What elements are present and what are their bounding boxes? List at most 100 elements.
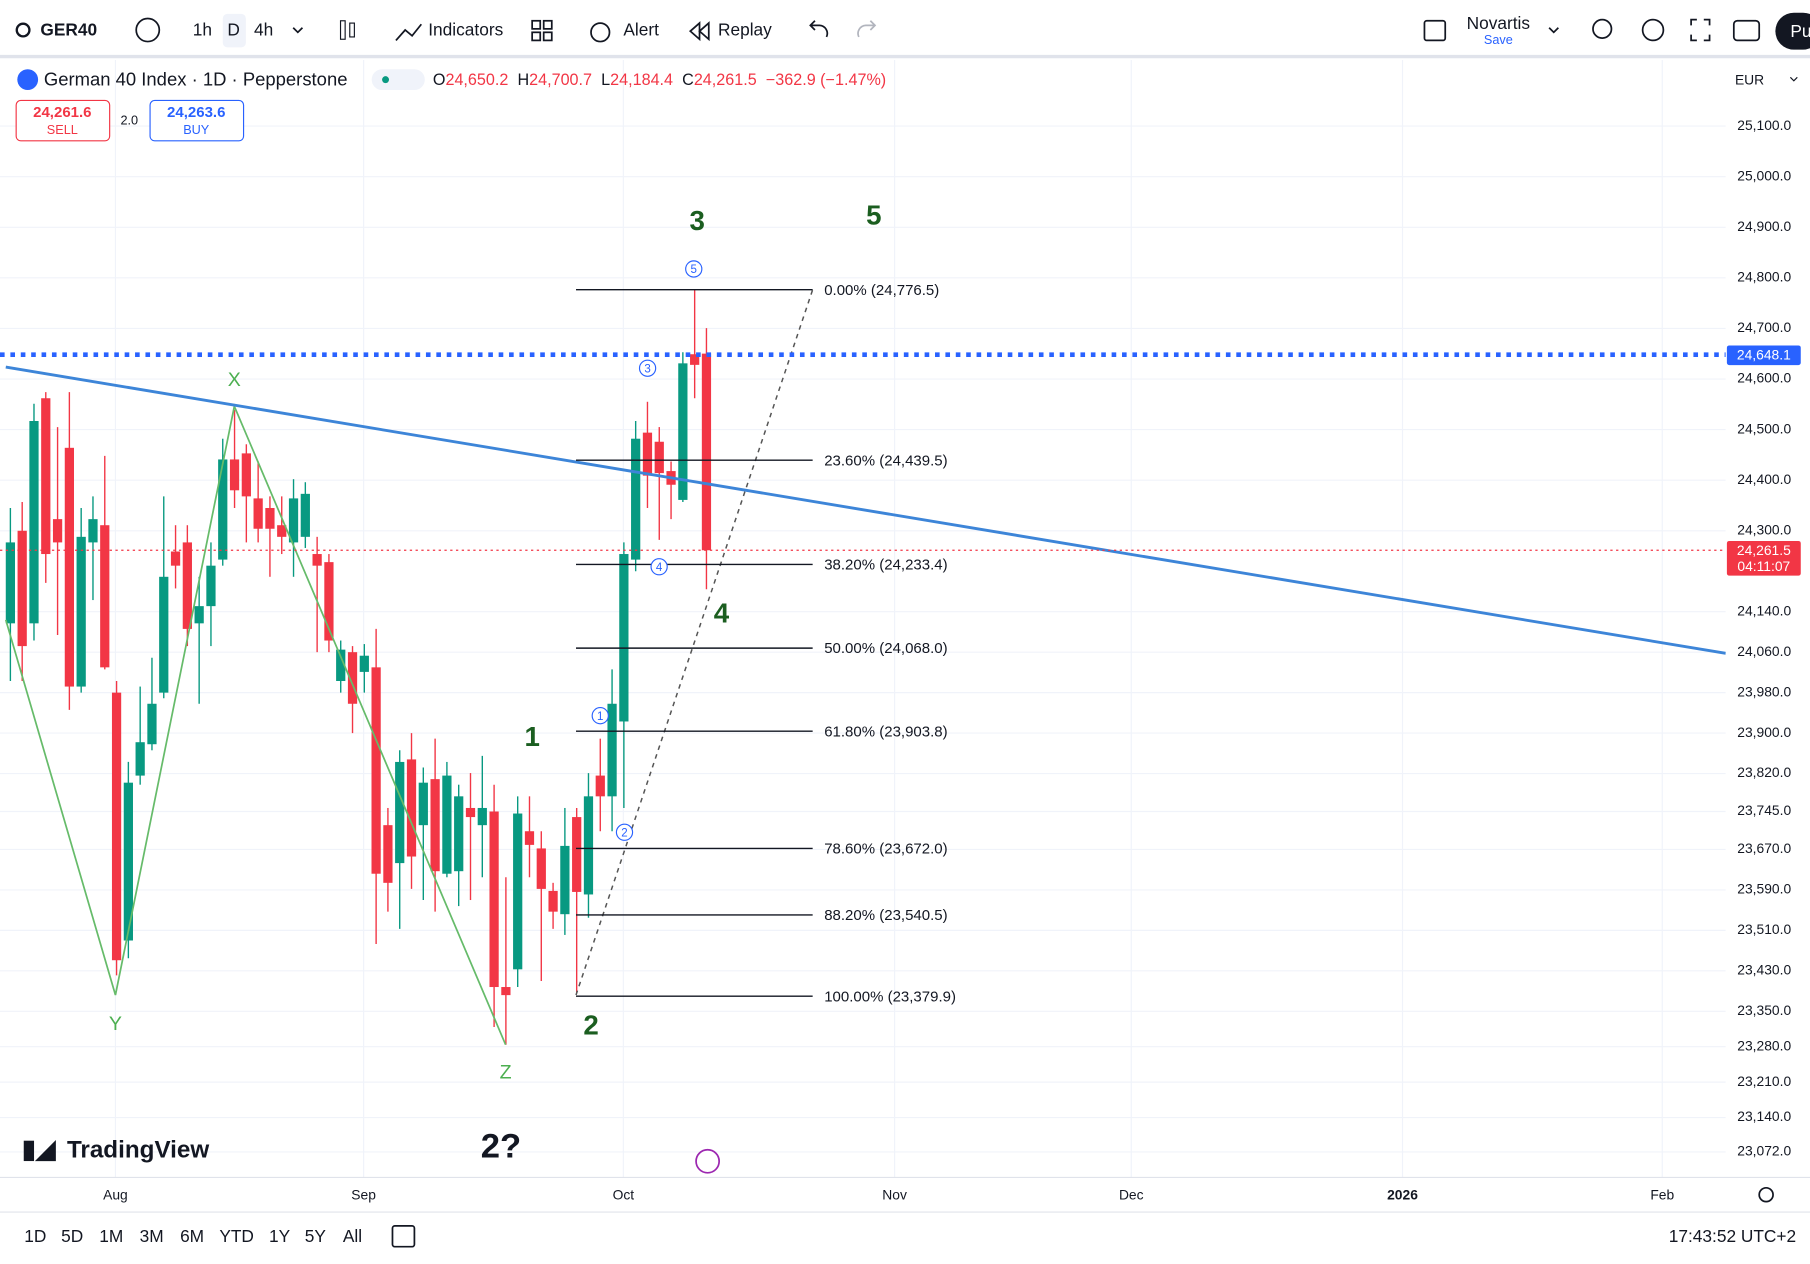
wave-label: 2 [583,1010,598,1041]
range-button[interactable]: 1Y [269,1226,291,1246]
range-button[interactable]: 1M [99,1226,123,1246]
interval[interactable]: 1h [193,20,212,40]
candle-body [619,554,629,722]
candle-body [359,655,369,672]
y-tick-label: 23,980.0 [1737,683,1791,699]
countdown: 04:11:07 [1737,558,1790,574]
x-tick-label: Sep [351,1187,376,1203]
y-tick-label: 23,510.0 [1737,921,1791,937]
candle-body [17,530,27,647]
candle-body [170,551,181,566]
ohlc-change: −362.9 (−1.47%) [766,71,886,89]
candle-body [678,363,688,500]
symbol[interactable]: GER40 [40,20,97,40]
publish-button[interactable] [1775,12,1810,50]
undo[interactable] [809,20,829,38]
fib-label: 78.60% (23,672.0) [824,841,947,858]
screenshot[interactable] [1732,19,1761,42]
y-tick-label: 23,280.0 [1737,1037,1791,1053]
candle-body [654,441,664,474]
axis-settings[interactable] [1758,1186,1774,1203]
redo[interactable] [857,20,877,38]
alert-button[interactable]: Alert [623,20,659,40]
x-tick-label: Feb [1650,1187,1674,1203]
indicators-button[interactable]: Indicators [428,20,503,40]
layout-dropdown[interactable] [1548,27,1559,34]
price-tag [1726,541,1801,576]
y-tick-label: 24,900.0 [1737,218,1791,234]
range-button[interactable]: 3M [140,1226,164,1246]
y-tick-label: 25,100.0 [1737,117,1791,133]
buy-button[interactable] [149,99,245,142]
replay-icon[interactable] [688,21,710,42]
candle-body [41,398,51,555]
range-button[interactable]: YTD [219,1226,254,1246]
alert-icon[interactable] [590,22,611,43]
range-button[interactable]: All [343,1226,362,1246]
x-tick-label: Aug [103,1187,128,1203]
range-button[interactable]: 6M [180,1226,204,1246]
fullscreen[interactable] [1690,18,1711,42]
candle-body [123,782,133,941]
buy-price[interactable]: 24,263.6 [167,104,225,121]
settings[interactable] [1641,18,1665,42]
y-tick-label: 25,000.0 [1737,167,1791,183]
range-button[interactable]: 5Y [305,1226,327,1246]
ohlc-key: L [601,71,610,89]
publish-label[interactable]: Pu [1790,21,1810,41]
layout-name[interactable]: Novartis [1467,13,1531,33]
y-tick-label: 23,900.0 [1737,724,1791,740]
buy-label[interactable]: BUY [183,123,210,137]
candle-body [442,775,452,874]
chart-type-icon[interactable] [339,20,346,40]
sell-label[interactable]: SELL [47,123,78,137]
ohlc-key: H [517,71,529,89]
sell-price[interactable]: 24,261.6 [33,104,91,121]
goto-date[interactable] [391,1225,416,1248]
y-tick-label: 23,670.0 [1737,840,1791,856]
symbol-title[interactable]: German 40 Index · 1D · Pepperstone [44,69,348,90]
currency[interactable]: EUR [1735,71,1764,87]
add-symbol[interactable] [135,17,161,43]
range-button[interactable]: 5D [61,1226,83,1246]
sub-wave-circle [615,823,634,841]
candle-body [690,354,700,365]
indicators-icon[interactable] [395,23,423,41]
sub-wave-circle [685,260,703,278]
quick-search[interactable] [1592,18,1613,39]
search-icon[interactable] [15,22,31,38]
candle-body [395,761,405,864]
currency-dropdown[interactable] [1789,76,1798,82]
interval[interactable]: D [227,20,240,40]
sell-button[interactable] [15,99,111,142]
candle-body [159,576,169,693]
events-icon[interactable] [695,1148,721,1174]
layout-save[interactable]: Save [1484,33,1513,47]
candle-body [489,811,499,988]
layout-checkbox[interactable] [1423,19,1447,42]
interval[interactable]: 4h [254,20,273,40]
candle-body [418,782,428,826]
candle-body [701,353,712,551]
status-pill [371,69,425,91]
y-tick-label: 24,300.0 [1737,521,1791,537]
interval-dropdown[interactable] [292,27,304,34]
y-tick-label: 24,800.0 [1737,269,1791,285]
x-tick-label: Nov [882,1187,907,1203]
layouts-icon[interactable] [531,19,553,42]
time-axis: Aug Sep Oct Nov Dec 2026 Feb [0,1176,1810,1203]
candle-body [147,703,157,745]
ohlc-value: 24,700.7 [529,71,592,89]
range-button[interactable]: 1D [24,1226,46,1246]
top-toolbar: GER40 1h D 4h Indicators Alert Replay No… [0,0,1810,59]
trend-line [5,365,1726,655]
price-tag-label: 24,261.5 [1737,542,1791,558]
y-tick-label: 23,745.0 [1737,802,1791,818]
replay-button[interactable]: Replay [718,20,772,40]
price-axis: EUR 25,100.0 25,000.0 24,900.0 24,800.0 24,7… [1725,60,1810,1180]
fib-label: 50.00% (24,068.0) [824,640,947,657]
candles [5,289,712,1045]
pattern-label: Y [109,1013,122,1035]
candle-body [548,890,558,912]
